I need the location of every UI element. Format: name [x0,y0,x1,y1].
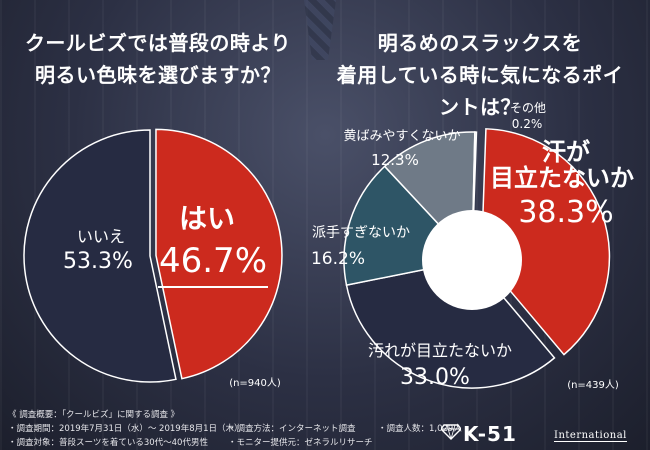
survey-method: ・調査方法：インターネット調査 [228,424,356,434]
chart2-title-line1: 明るめのスラックスを [377,31,583,55]
chart2-title-line2: 着用している時に気になるポイントは？ [336,63,624,119]
label-yogore: 汚れが目立たないか [368,341,512,360]
diamond-logo-icon [441,424,461,440]
pie-chart-cool-biz-color [23,128,283,383]
chart2-title: 明るめのスラックスを 着用している時に気になるポイントは？ [335,27,625,123]
pie2-slice-0 [480,128,611,356]
survey-target: ・調査対象：普段スーツを着ている30代～40代男性 [8,438,208,448]
chart1-title: クールビズでは普段の時より 明るい色味を選びますか？ [18,27,298,91]
chart1-title-line1: クールビズでは普段の時より [24,31,292,55]
brand-subtitle: International [554,430,627,442]
label-kibami: 黄ばみやすくないか [343,129,460,144]
label-sonota: その他 [510,101,546,115]
chart1-title-line2: 明るい色味を選びますか？ [35,63,281,87]
chart2-n: (n=439人) [567,379,619,391]
brand-logo: K-51 [463,422,517,446]
survey-respondents: ・調査人数：1,029人 [378,424,462,434]
survey-provider: ・モニター提供元：ゼネラルリサーチ [228,438,373,448]
chart1-n: (n=940人) [229,377,281,389]
label-hai: はい [179,202,235,235]
pie2-slice-1 [345,259,556,389]
survey-title: 《 調査概要：「クールビズ」に関する調査 》 [8,410,180,420]
value-iie: 53.3% [63,249,133,274]
value-hai: 46.7% [159,241,267,281]
label-hade: 派手すぎないか [312,225,410,241]
value-kibami: 12.3% [371,151,419,169]
donut-hole [422,210,522,310]
label-iie: いいえ [77,227,125,246]
value-yogore: 33.0% [400,365,470,390]
donut-chart-slacks-concerns [343,128,611,389]
value-ase: 38.3% [518,195,613,230]
pie1-slice-1 [23,129,177,383]
value-sonota: 0.2% [512,117,543,131]
pie1-slice-0 [155,128,283,380]
label-ase: 汗が [542,138,590,166]
value-hade: 16.2% [311,249,365,269]
label-ase-2: 目立たないか [490,164,634,192]
survey-period: ・調査期間：2019年7月31日（水）～ 2019年8月1日（木） [8,424,243,434]
